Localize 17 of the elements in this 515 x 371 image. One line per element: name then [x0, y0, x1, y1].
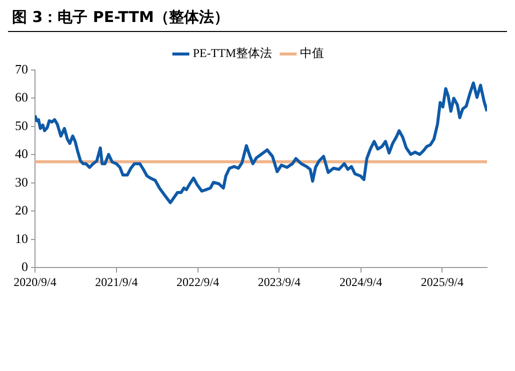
y-tick-label: 30: [15, 174, 28, 190]
y-tick-label: 20: [15, 202, 28, 218]
x-tick-label: 2020/9/4: [14, 274, 56, 289]
y-tick-label: 60: [15, 90, 28, 105]
legend-label: PE-TTM整体法: [192, 46, 272, 60]
y-tick-label: 0: [22, 259, 28, 274]
y-tick-label: 10: [15, 230, 28, 246]
legend-label: 中值: [300, 46, 324, 60]
x-tick-label: 2021/9/4: [95, 274, 138, 289]
x-tick-label: 2024/9/4: [339, 274, 382, 289]
y-tick-label: 70: [15, 61, 28, 76]
y-tick-label: 50: [15, 118, 28, 133]
x-tick-label: 2025/9/4: [420, 274, 464, 289]
chart-title: 图 3：电子 PE-TTM（整体法）: [8, 8, 507, 32]
x-tick-label: 2022/9/4: [176, 274, 220, 289]
y-tick-label: 40: [15, 146, 28, 162]
x-tick-label: 2023/9/4: [258, 274, 301, 289]
